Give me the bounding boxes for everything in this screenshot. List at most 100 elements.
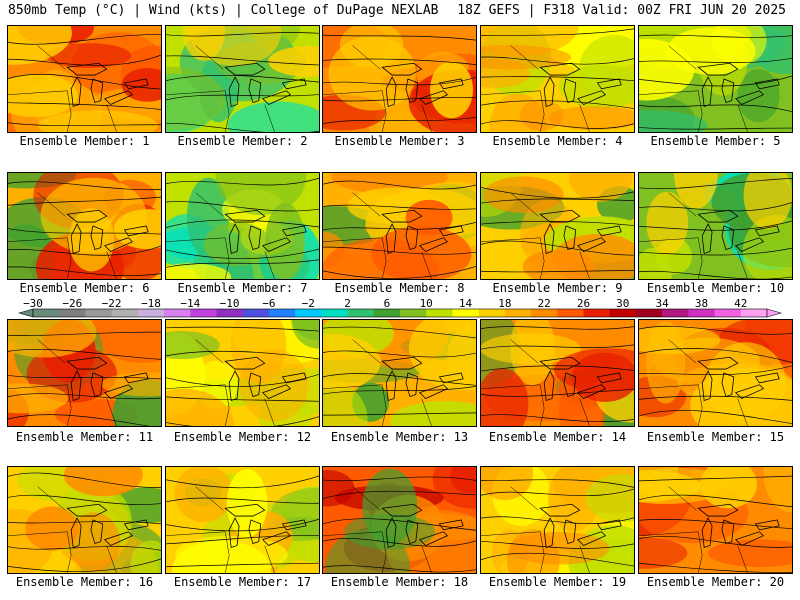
state-border xyxy=(421,104,432,132)
colorbar-swatch xyxy=(295,309,322,317)
great-lakes-outline xyxy=(438,372,464,384)
great-lakes-outline xyxy=(228,370,240,402)
ensemble-member-label: Ensemble Member: 8 xyxy=(334,281,465,295)
ensemble-member-label: Ensemble Member: 19 xyxy=(488,575,627,589)
state-border xyxy=(510,486,539,511)
temperature-field xyxy=(481,173,634,279)
height-contour xyxy=(481,270,634,273)
colorbar-swatch xyxy=(190,309,217,317)
height-contour xyxy=(639,34,792,38)
great-lakes-outline xyxy=(701,517,713,549)
height-contour xyxy=(481,120,634,129)
great-lakes-outline xyxy=(405,519,419,545)
colorbar-swatch xyxy=(268,309,296,317)
ensemble-member-map xyxy=(7,172,162,280)
state-border xyxy=(106,251,117,279)
state-border xyxy=(323,237,387,279)
colorbar-swatch xyxy=(33,309,60,317)
temperature-blob xyxy=(763,467,792,513)
great-lakes-outline xyxy=(735,384,765,399)
ensemble-member-label: Ensemble Member: 6 xyxy=(19,281,150,295)
ensemble-member-label: Ensemble Member: 20 xyxy=(646,575,785,589)
state-border xyxy=(8,237,72,279)
height-contour xyxy=(166,416,319,426)
height-contour xyxy=(166,350,319,360)
height-contour xyxy=(639,562,792,573)
ensemble-member-map xyxy=(480,319,635,427)
temperature-blob xyxy=(174,535,288,573)
height-contour xyxy=(323,221,476,231)
state-border xyxy=(639,384,703,426)
height-contour xyxy=(166,326,319,332)
state-border xyxy=(8,531,72,573)
height-contour xyxy=(323,97,476,102)
height-contour xyxy=(323,204,476,210)
height-contour xyxy=(166,562,319,568)
temperature-blob xyxy=(8,26,72,65)
colorbar-swatch xyxy=(583,309,611,317)
height-contour xyxy=(481,414,634,422)
temperature-blob xyxy=(45,43,131,69)
height-contour xyxy=(639,475,792,482)
height-contour xyxy=(166,74,319,83)
temperature-blob xyxy=(174,467,234,523)
ensemble-member-map xyxy=(480,172,635,280)
great-lakes-outline xyxy=(596,225,622,237)
temperature-blob xyxy=(268,46,319,77)
colorbar-tick-label: −10 xyxy=(220,297,240,310)
height-contour xyxy=(8,375,161,380)
colorbar-swatch xyxy=(714,309,742,317)
height-contour xyxy=(639,535,792,548)
state-border xyxy=(323,90,387,132)
great-lakes-outline xyxy=(281,225,307,237)
state-border xyxy=(668,192,697,217)
great-lakes-outline xyxy=(405,372,419,398)
great-lakes-outline xyxy=(262,237,292,252)
colorbar-tick-label: 38 xyxy=(695,297,708,310)
great-lakes-outline xyxy=(90,78,104,104)
temperature-blob xyxy=(37,110,158,132)
temperature-field xyxy=(639,467,792,573)
height-contour xyxy=(481,198,634,204)
temperature-field xyxy=(323,173,476,279)
colorbar-swatch xyxy=(321,309,348,317)
state-border xyxy=(737,251,748,279)
temperature-blob xyxy=(323,379,368,426)
state-border xyxy=(421,398,432,426)
great-lakes-outline xyxy=(70,517,82,549)
state-border xyxy=(264,251,275,279)
height-contour xyxy=(166,32,319,37)
great-lakes-outline xyxy=(381,356,423,370)
great-lakes-outline xyxy=(281,519,307,531)
temperature-blob xyxy=(203,222,272,266)
state-border xyxy=(737,545,748,573)
height-contour xyxy=(166,122,319,132)
great-lakes-outline xyxy=(224,62,266,76)
temperature-blob xyxy=(25,506,79,551)
state-border xyxy=(510,192,539,217)
temperature-colorbar: −30 −26 −22 −18 −14 −10 −6 −2 2 6 10 14 18 22 26 30 34 38… xyxy=(0,297,800,319)
great-lakes-outline xyxy=(735,531,765,546)
ensemble-member-map xyxy=(322,466,477,574)
great-lakes-outline xyxy=(438,519,464,531)
ensemble-member-map xyxy=(165,172,320,280)
great-lakes-outline xyxy=(543,76,555,108)
state-border xyxy=(481,237,545,279)
temperature-blob xyxy=(226,469,268,538)
height-contour xyxy=(8,196,161,206)
height-contour xyxy=(639,325,792,335)
ensemble-member-label: Ensemble Member: 13 xyxy=(330,430,469,444)
temperature-blob xyxy=(339,26,404,68)
height-contour xyxy=(8,73,161,90)
great-lakes-outline xyxy=(539,503,581,517)
height-contour xyxy=(166,248,319,259)
ensemble-member-map xyxy=(638,319,793,427)
height-contour xyxy=(166,94,319,101)
state-border xyxy=(106,545,117,573)
height-contour xyxy=(166,497,319,504)
temperature-field xyxy=(166,320,319,426)
great-lakes-outline xyxy=(577,90,607,105)
colorbar-swatch xyxy=(216,309,244,317)
great-lakes-outline xyxy=(90,519,104,545)
map-title: 850mb Temp (°C) | Wind (kts) | College o… xyxy=(8,3,439,18)
